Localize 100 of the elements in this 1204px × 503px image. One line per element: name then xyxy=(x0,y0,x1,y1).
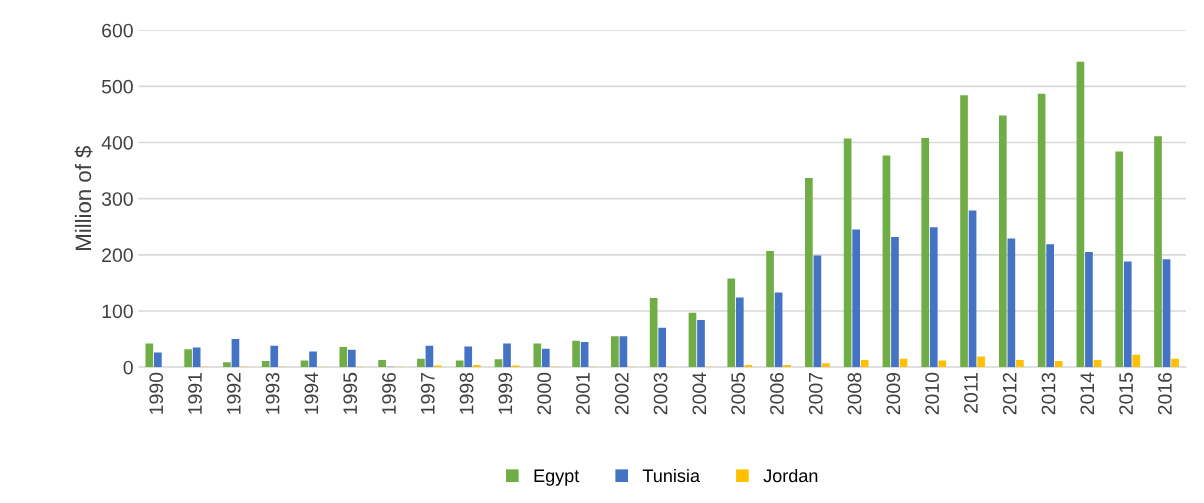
bar xyxy=(649,298,658,368)
bar xyxy=(921,138,930,368)
bar xyxy=(1115,151,1124,368)
bar xyxy=(882,155,891,368)
bar xyxy=(184,349,192,368)
bar xyxy=(300,360,309,368)
x-tick-label: 2007 xyxy=(808,373,823,415)
x-tick-label: 2008 xyxy=(847,372,862,415)
bar xyxy=(960,95,968,368)
x-tick-label: 2010 xyxy=(925,372,939,415)
x-tick-label: 2015 xyxy=(1119,372,1133,415)
bar xyxy=(464,346,473,368)
x-tick-label: 1992 xyxy=(226,373,241,414)
y-tick-label: 600 xyxy=(102,23,133,38)
bar xyxy=(1162,259,1171,368)
bar xyxy=(1154,136,1162,368)
bar xyxy=(813,255,822,368)
bar xyxy=(378,359,386,368)
x-tick-label: 1999 xyxy=(498,372,513,414)
bar xyxy=(1171,358,1179,368)
bar xyxy=(1123,261,1132,368)
x-tick-label: 1994 xyxy=(304,372,319,414)
bar xyxy=(735,297,744,368)
bar xyxy=(339,346,348,368)
bar xyxy=(727,278,736,368)
x-tick-label: 1990 xyxy=(149,372,164,414)
bar xyxy=(503,343,511,368)
bar xyxy=(611,336,619,368)
bar xyxy=(805,177,813,368)
y-tick-label: 100 xyxy=(102,304,133,319)
bar xyxy=(145,343,154,368)
bar xyxy=(1076,61,1085,368)
bar xyxy=(1085,252,1093,368)
x-tick-label: 1991 xyxy=(188,373,202,414)
bar xyxy=(270,345,279,368)
x-tick-label: 2005 xyxy=(731,372,746,415)
y-tick-label: 0 xyxy=(123,360,133,375)
y-tick-label: 500 xyxy=(101,79,133,94)
x-tick-label: 2013 xyxy=(1041,372,1056,415)
bar xyxy=(1054,361,1063,368)
bar xyxy=(533,343,542,368)
x-tick-label: 2014 xyxy=(1080,372,1095,415)
bar xyxy=(541,348,550,368)
bar xyxy=(860,359,869,368)
y-axis-title: Million of $ xyxy=(74,145,93,250)
bar xyxy=(1132,354,1141,368)
x-tick-label: 1995 xyxy=(343,372,358,414)
x-tick-label: 2009 xyxy=(886,372,901,415)
bar xyxy=(417,358,425,368)
bar xyxy=(572,340,580,368)
x-tick-label: 2000 xyxy=(537,372,552,415)
x-tick-label: 1998 xyxy=(459,372,474,414)
x-tick-label: 2001 xyxy=(576,373,590,415)
bar xyxy=(619,336,628,368)
x-tick-label: 2011 xyxy=(964,373,978,413)
bar xyxy=(998,115,1007,368)
bar xyxy=(223,362,231,368)
y-tick-label: 400 xyxy=(101,135,133,150)
bar xyxy=(929,227,938,368)
bar xyxy=(1037,93,1046,368)
bar xyxy=(1007,238,1016,368)
x-tick-label: 1996 xyxy=(382,372,396,414)
x-tick-label: 2016 xyxy=(1157,372,1172,415)
bar xyxy=(231,339,240,368)
bar xyxy=(455,360,464,368)
bar xyxy=(852,229,861,368)
bar xyxy=(154,352,162,368)
x-tick-label: 1997 xyxy=(420,373,435,414)
bar xyxy=(658,327,667,368)
bar xyxy=(977,356,985,368)
bar xyxy=(347,349,356,368)
x-tick-label: 2012 xyxy=(1002,373,1017,415)
bar xyxy=(774,292,783,368)
x-tick-label: 1993 xyxy=(265,372,280,414)
bar xyxy=(766,250,774,368)
bar xyxy=(494,359,503,368)
y-tick-label: 300 xyxy=(101,192,133,206)
bar xyxy=(822,363,830,368)
bar xyxy=(309,351,317,368)
bar xyxy=(697,320,705,368)
x-tick-label: 2003 xyxy=(653,372,668,415)
bar xyxy=(580,341,589,368)
bar xyxy=(1016,359,1024,368)
bar xyxy=(261,361,270,368)
x-tick-label: 2004 xyxy=(692,372,707,415)
legend-label: Tunisia xyxy=(642,468,700,483)
x-tick-label: 2006 xyxy=(770,372,784,415)
bar xyxy=(744,364,753,368)
legend-label: Jordan xyxy=(763,468,818,483)
bar xyxy=(843,138,852,368)
bar xyxy=(425,345,434,368)
bar xyxy=(891,236,899,368)
bar xyxy=(472,364,481,368)
legend-label: Egypt xyxy=(534,469,580,486)
y-tick-label: 200 xyxy=(102,248,133,263)
bar xyxy=(938,360,947,368)
bar xyxy=(968,210,977,368)
bar xyxy=(1046,244,1054,368)
bar xyxy=(688,312,697,368)
bar xyxy=(783,364,791,368)
